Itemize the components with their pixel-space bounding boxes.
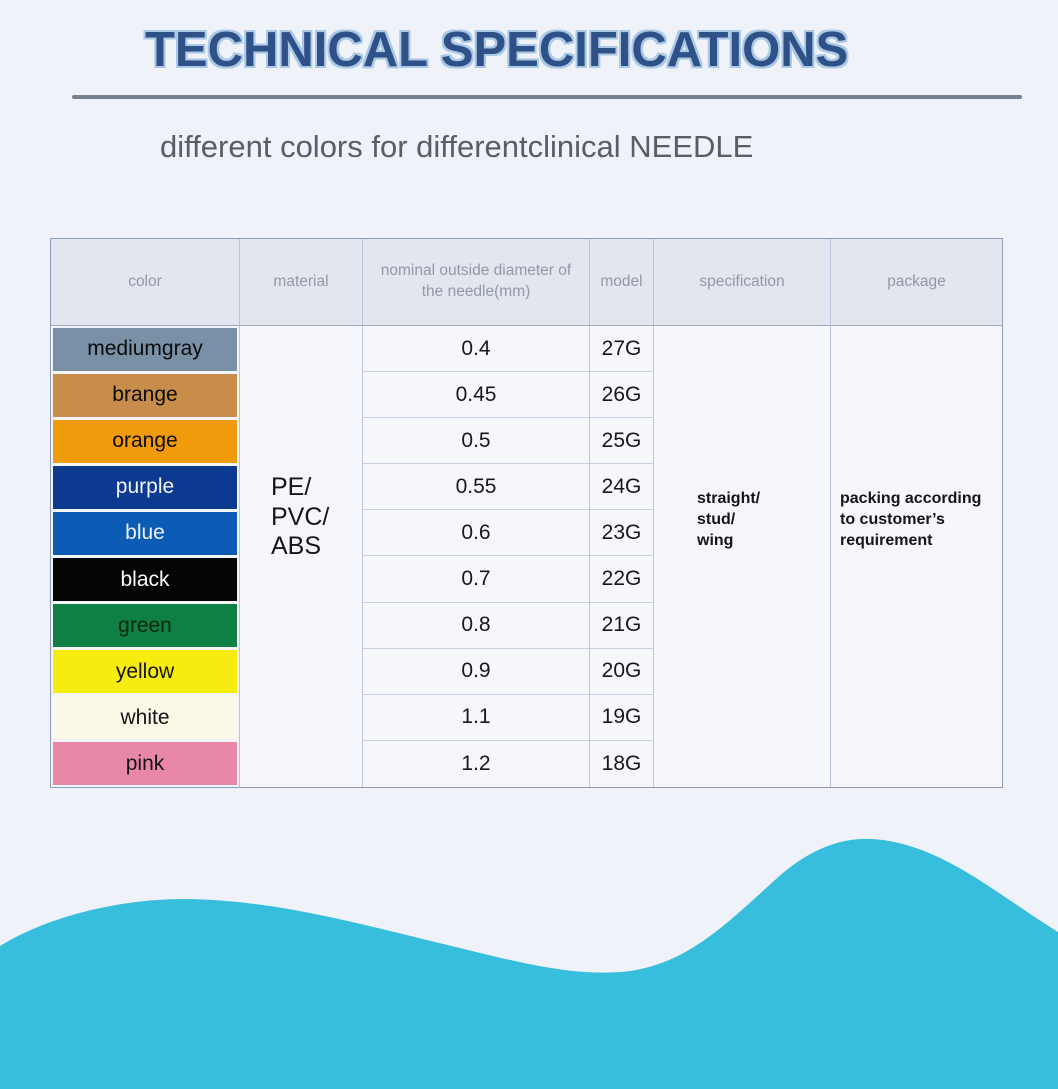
color-cell: black <box>51 556 240 603</box>
diameter-cell: 0.45 <box>363 372 590 419</box>
color-swatch: yellow <box>53 650 237 694</box>
model-cell: 25G <box>590 418 654 465</box>
package-cell: packing according to customer’s requirem… <box>831 326 1002 787</box>
model-cell: 21G <box>590 602 654 649</box>
model-cell: 22G <box>590 556 654 603</box>
table-header-row: color material nominal outside diameter … <box>51 239 1002 326</box>
diameter-cell: 1.1 <box>363 694 590 741</box>
model-cell: 18G <box>590 740 654 787</box>
diameter-cell: 0.8 <box>363 602 590 649</box>
model-cell: 23G <box>590 510 654 557</box>
material-cell: PE/ PVC/ ABS <box>240 326 363 787</box>
header-cell-specification: specification <box>654 239 831 326</box>
page-subtitle: different colors for differentclinical N… <box>160 129 754 164</box>
color-cell: white <box>51 694 240 741</box>
decorative-wave <box>0 820 1058 1089</box>
table-body: PE/ PVC/ ABS straight/ stud/ wing packin… <box>51 326 1002 787</box>
header-cell-material: material <box>240 239 363 326</box>
color-cell: mediumgray <box>51 326 240 373</box>
header-cell-package: package <box>831 239 1002 326</box>
header-cell-diameter: nominal outside diameter of the needle(m… <box>363 239 590 326</box>
color-cell: orange <box>51 418 240 465</box>
model-cell: 27G <box>590 326 654 373</box>
wave-path <box>0 838 1058 1089</box>
diameter-cell: 0.7 <box>363 556 590 603</box>
model-cell: 19G <box>590 694 654 741</box>
model-cell: 24G <box>590 464 654 511</box>
model-cell: 20G <box>590 648 654 695</box>
color-cell: purple <box>51 464 240 511</box>
color-cell: brange <box>51 372 240 419</box>
color-swatch: blue <box>53 511 237 555</box>
title-divider <box>72 95 1022 99</box>
header-cell-model: model <box>590 239 654 326</box>
color-cell: yellow <box>51 648 240 695</box>
color-cell: blue <box>51 510 240 557</box>
diameter-cell: 0.5 <box>363 418 590 465</box>
model-cell: 26G <box>590 372 654 419</box>
color-swatch: green <box>53 604 237 648</box>
color-swatch: white <box>53 696 237 740</box>
spec-table: color material nominal outside diameter … <box>50 238 1003 788</box>
color-swatch: black <box>53 557 237 602</box>
page-title: TECHNICAL SPECIFICATIONS <box>145 23 849 77</box>
color-swatch: mediumgray <box>53 327 237 371</box>
header-cell-color: color <box>51 239 240 326</box>
color-swatch: orange <box>53 419 237 463</box>
color-cell: pink <box>51 740 240 787</box>
color-cell: green <box>51 602 240 649</box>
color-swatch: brange <box>53 373 237 417</box>
diameter-cell: 1.2 <box>363 740 590 787</box>
diameter-cell: 0.55 <box>363 464 590 511</box>
color-swatch: pink <box>53 742 237 786</box>
specification-cell: straight/ stud/ wing <box>654 326 831 787</box>
diameter-cell: 0.9 <box>363 648 590 695</box>
color-swatch: purple <box>53 465 237 509</box>
diameter-cell: 0.4 <box>363 326 590 373</box>
diameter-cell: 0.6 <box>363 510 590 557</box>
